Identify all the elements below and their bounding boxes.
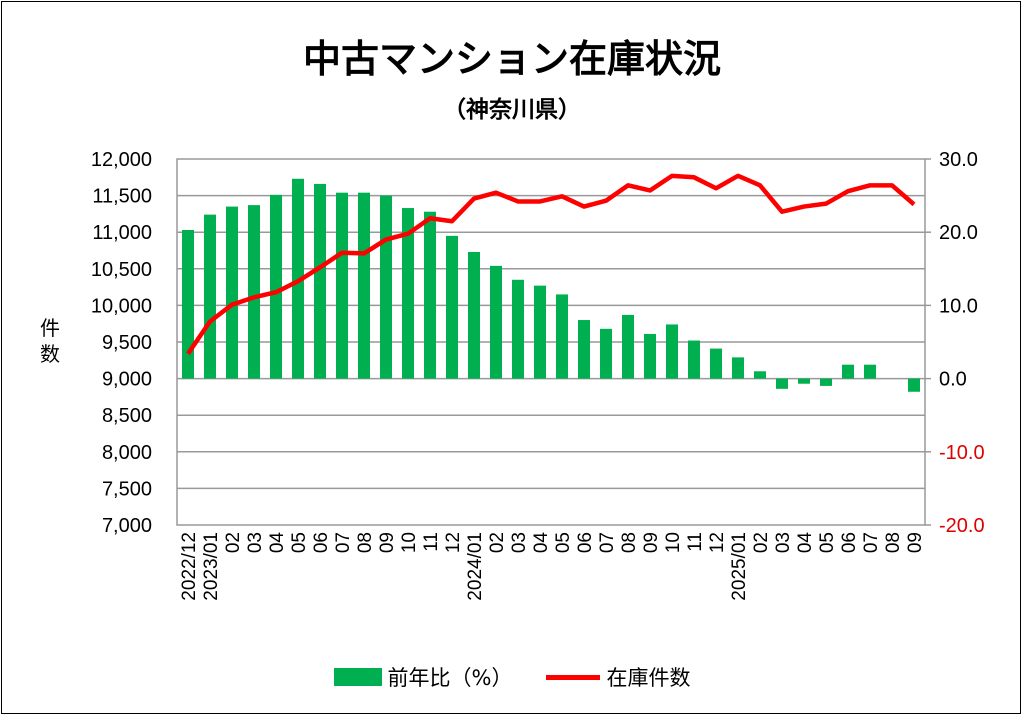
chart-subtitle: （神奈川県） <box>443 97 581 123</box>
bar <box>314 183 326 379</box>
x-tick-label: 12 <box>707 532 728 553</box>
bar <box>534 285 546 379</box>
x-tick-label: 08 <box>883 532 904 553</box>
x-tick-label: 2023/01 <box>201 532 222 601</box>
x-tick-label: 10 <box>663 532 684 553</box>
left-tick-label: 10,500 <box>91 259 152 281</box>
bar <box>864 364 876 379</box>
bar <box>622 314 634 379</box>
legend-swatch-bar <box>333 668 382 686</box>
x-tick-label: 08 <box>355 532 376 553</box>
bar <box>644 333 656 379</box>
x-tick-label: 2024/01 <box>465 532 486 601</box>
line-series <box>186 173 916 355</box>
left-tick-label: 7,500 <box>102 478 152 500</box>
bar <box>248 205 260 379</box>
right-tick-label: 10.0 <box>939 295 978 317</box>
x-tick-label: 03 <box>509 532 530 553</box>
bar <box>358 192 370 379</box>
bar <box>776 378 788 389</box>
bar <box>226 206 238 379</box>
right-tick-label: -20.0 <box>939 515 985 537</box>
legend: 前年比（%） 在庫件数 <box>0 662 1024 692</box>
x-tick-label: 12 <box>443 532 464 553</box>
x-tick-label: 2022/12 <box>179 532 200 601</box>
bar <box>336 192 348 379</box>
x-tick-label: 07 <box>861 532 882 553</box>
x-tick-label: 04 <box>267 532 288 554</box>
bar <box>380 195 392 379</box>
x-tick-label: 03 <box>245 532 266 553</box>
bar <box>512 279 524 379</box>
x-tick-label: 06 <box>311 532 332 553</box>
legend-swatch-line <box>546 674 601 680</box>
legend-label-bar: 前年比（%） <box>387 666 513 690</box>
left-tick-label: 8,000 <box>102 442 152 464</box>
bar <box>402 208 414 379</box>
x-tick-label: 11 <box>421 532 442 552</box>
x-tick-label: 09 <box>905 532 926 553</box>
right-tick-label: 0.0 <box>939 369 967 391</box>
bar <box>666 324 678 379</box>
x-tick-label: 2025/01 <box>729 532 750 601</box>
bar <box>754 371 766 379</box>
right-tick-label: -10.0 <box>939 442 985 464</box>
bar <box>204 214 216 379</box>
x-tick-label: 05 <box>553 532 574 553</box>
left-tick-label: 8,500 <box>102 405 152 427</box>
legend-item-bar: 前年比（%） <box>333 662 513 692</box>
x-tick-label: 06 <box>575 532 596 553</box>
left-tick-label: 9,500 <box>102 332 152 354</box>
legend-item-line: 在庫件数 <box>546 662 690 692</box>
bar <box>600 328 612 379</box>
bar <box>490 265 502 379</box>
bar <box>798 378 810 384</box>
bar <box>820 378 832 386</box>
left-tick-label: 10,000 <box>91 295 152 317</box>
x-tick-label: 11 <box>685 532 706 552</box>
x-tick-label: 07 <box>333 532 354 553</box>
bar <box>578 320 590 379</box>
x-tick-label: 09 <box>641 532 662 553</box>
x-tick-label: 02 <box>751 532 772 553</box>
x-tick-label: 06 <box>839 532 860 553</box>
left-tick-label: 9,000 <box>102 369 152 391</box>
x-tick-label: 04 <box>795 532 816 554</box>
x-tick-label: 09 <box>377 532 398 553</box>
bar <box>732 357 744 379</box>
bar <box>710 348 722 379</box>
left-tick-label: 12,000 <box>91 149 152 171</box>
x-tick-label: 03 <box>773 532 794 553</box>
x-tick-label: 02 <box>487 532 508 553</box>
x-tick-label: 05 <box>289 532 310 553</box>
right-tick-label: 30.0 <box>939 149 978 171</box>
right-tick-label: 20.0 <box>939 222 978 244</box>
bar <box>182 230 194 379</box>
y-axis-label: 件数 <box>40 316 60 366</box>
bar <box>270 194 282 379</box>
bar <box>424 211 436 379</box>
bar <box>468 251 480 379</box>
bar <box>688 340 700 379</box>
chart-title: 中古マンション在庫状況 <box>302 37 721 81</box>
legend-label-line: 在庫件数 <box>606 666 691 690</box>
x-tick-label: 02 <box>223 532 244 553</box>
x-tick-label: 05 <box>817 532 838 553</box>
bar <box>556 294 568 379</box>
bar <box>908 378 920 392</box>
left-tick-label: 11,500 <box>92 186 152 208</box>
left-tick-label: 11,000 <box>92 222 152 244</box>
bar <box>842 364 854 379</box>
bar <box>446 235 458 379</box>
x-tick-label: 04 <box>531 532 552 554</box>
x-tick-label: 08 <box>619 532 640 553</box>
left-tick-label: 7,000 <box>102 515 152 537</box>
x-tick-label: 07 <box>597 532 618 553</box>
x-tick-label: 10 <box>399 532 420 553</box>
